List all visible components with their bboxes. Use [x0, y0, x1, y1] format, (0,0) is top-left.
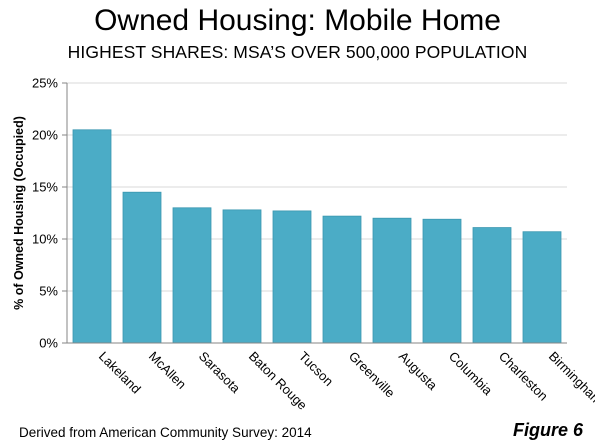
y-tick-label: 5%	[39, 284, 58, 299]
bar	[472, 227, 512, 344]
bar	[422, 218, 462, 344]
y-axis-title: % of Owned Housing (Occupied)	[12, 116, 26, 310]
x-tick-label: Sarasota	[196, 349, 244, 397]
bar	[272, 210, 312, 344]
y-tick-label: 15%	[32, 180, 58, 195]
x-tick-label: Greenville	[346, 349, 398, 401]
bars	[72, 129, 562, 344]
bar	[322, 215, 362, 344]
x-tick-label: Tucson	[296, 349, 336, 389]
bar	[72, 129, 112, 344]
chart-title: Owned Housing: Mobile Home	[94, 4, 501, 37]
bar	[522, 231, 562, 344]
axes	[62, 82, 567, 344]
chart-subtitle: HIGHEST SHARES: MSA’S OVER 500,000 POPUL…	[67, 42, 528, 62]
bar	[372, 217, 412, 344]
y-tick-labels: 0% 5% 10% 15% 20% 25%	[32, 76, 58, 351]
bar	[222, 209, 262, 344]
bar	[172, 207, 212, 344]
x-tick-label: Augusta	[396, 349, 441, 394]
x-tick-label: Birmingham	[546, 349, 595, 409]
y-tick-label: 25%	[32, 76, 58, 91]
y-tick-label: 0%	[39, 336, 58, 351]
y-tick-label: 20%	[32, 128, 58, 143]
x-tick-labels: Lakeland McAllen Sarasota Baton RougeTucson…	[96, 349, 595, 413]
source-note: Derived from American Community Survey: …	[19, 425, 312, 440]
x-tick-label: Charleston	[496, 349, 551, 404]
figure-label: Figure 6	[512, 420, 583, 440]
x-tick-label: Columbia	[446, 349, 496, 399]
x-tick-label: Lakeland	[96, 349, 144, 397]
x-tick-label: McAllen	[146, 349, 189, 392]
bar	[122, 191, 162, 344]
y-tick-label: 10%	[32, 232, 58, 247]
